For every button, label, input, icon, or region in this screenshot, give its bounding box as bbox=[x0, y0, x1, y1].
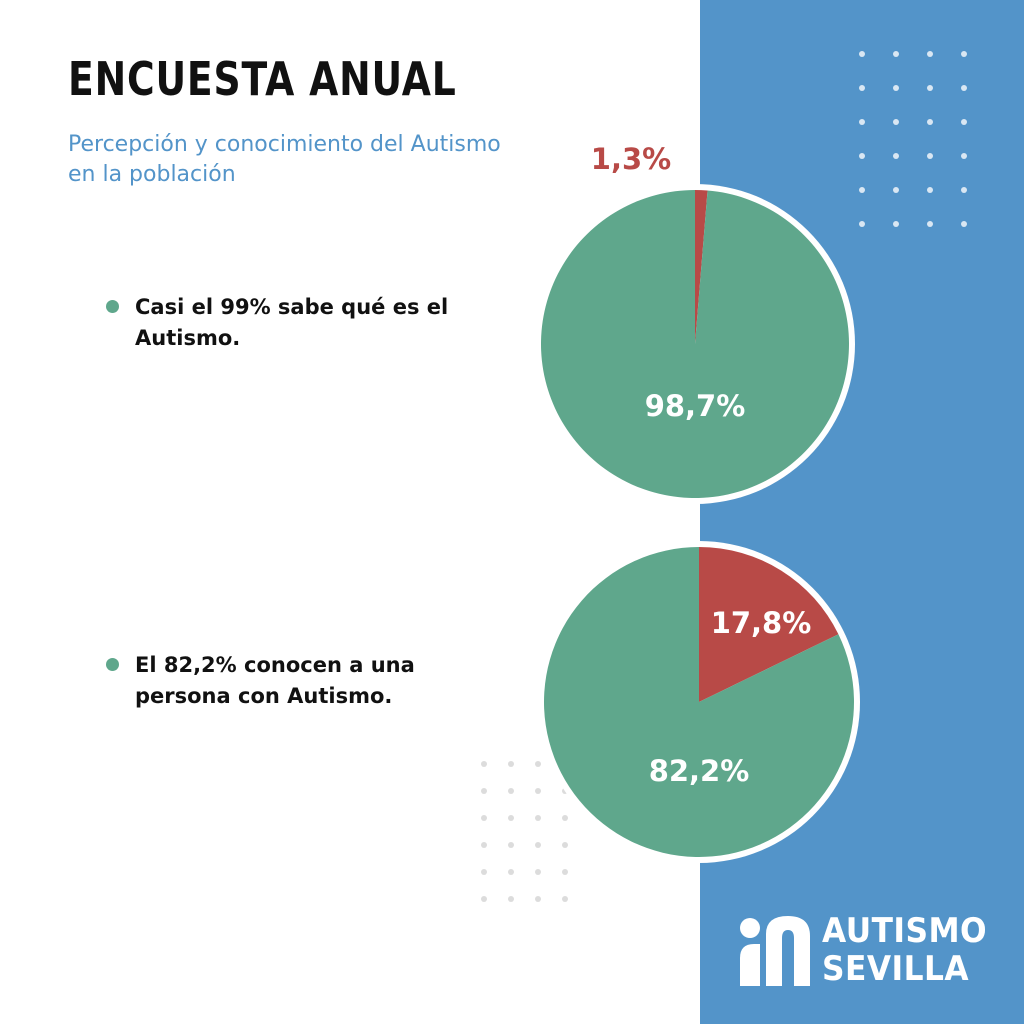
decorative-dot bbox=[859, 85, 865, 91]
decorative-dot bbox=[481, 815, 487, 821]
pie-2-slice-1 bbox=[699, 547, 839, 702]
decorative-dot bbox=[961, 221, 967, 227]
decorative-dot bbox=[859, 119, 865, 125]
pie-chart-1: 1,3% 98,7% bbox=[535, 142, 855, 504]
decorative-dot bbox=[562, 896, 568, 902]
decorative-dot bbox=[893, 153, 899, 159]
logo-text-line1: AUTISMO bbox=[822, 911, 988, 951]
decorative-dot bbox=[535, 896, 541, 902]
decorative-dot bbox=[893, 85, 899, 91]
decorative-dot bbox=[859, 187, 865, 193]
decorative-dot bbox=[562, 842, 568, 848]
bullet-text: El 82,2% conocen a una persona con Autis… bbox=[135, 653, 415, 708]
pie-1-slice-2 bbox=[541, 190, 850, 498]
decorative-dot bbox=[508, 869, 514, 875]
decorative-dot bbox=[893, 119, 899, 125]
bullet-dot-icon bbox=[106, 300, 119, 313]
pie-1-slice-1 bbox=[695, 190, 708, 344]
decorative-dot bbox=[927, 221, 933, 227]
decorative-dot bbox=[859, 153, 865, 159]
page-title: ENCUESTA ANUAL bbox=[68, 52, 457, 106]
pie-2-slice-2 bbox=[544, 547, 854, 857]
autismo-sevilla-logo-icon bbox=[740, 916, 810, 986]
decorative-dot bbox=[961, 153, 967, 159]
logo-text-line2: SEVILLA bbox=[822, 949, 970, 989]
decorative-dot bbox=[535, 842, 541, 848]
decorative-dot bbox=[508, 761, 514, 767]
blue-side-panel bbox=[700, 0, 1024, 1024]
autismo-sevilla-logo: AUTISMO SEVILLA bbox=[736, 912, 996, 992]
decorative-dot bbox=[961, 119, 967, 125]
decorative-dot bbox=[481, 896, 487, 902]
decorative-dot bbox=[859, 221, 865, 227]
pie-2-data-label-2: 82,2% bbox=[649, 754, 750, 788]
decorative-dot bbox=[927, 119, 933, 125]
decorative-dot bbox=[535, 761, 541, 767]
bullet-text: Casi el 99% sabe qué es el Autismo. bbox=[135, 295, 449, 350]
bullet-item-2: El 82,2% conocen a una persona con Autis… bbox=[106, 650, 506, 712]
decorative-dot bbox=[893, 187, 899, 193]
decorative-dot bbox=[961, 51, 967, 57]
decorative-dot bbox=[927, 51, 933, 57]
decorative-dot bbox=[535, 815, 541, 821]
decorative-dot bbox=[508, 788, 514, 794]
pie-1-data-label-1: 1,3% bbox=[591, 142, 671, 176]
decorative-dot bbox=[562, 869, 568, 875]
pie-2-data-label-1: 17,8% bbox=[711, 606, 812, 640]
page-subtitle: Percepción y conocimiento del Autismo en… bbox=[68, 132, 501, 187]
bullet-item-1: Casi el 99% sabe qué es el Autismo. bbox=[106, 292, 506, 354]
pie-1-data-label-2: 98,7% bbox=[645, 389, 746, 423]
decorative-dot bbox=[508, 815, 514, 821]
decorative-dot bbox=[481, 788, 487, 794]
pie-chart-2: 17,8% 82,2% bbox=[538, 541, 860, 863]
decorative-dot bbox=[535, 788, 541, 794]
decorative-dot bbox=[893, 221, 899, 227]
decorative-dot bbox=[859, 51, 865, 57]
decorative-dot bbox=[508, 842, 514, 848]
decorative-dot bbox=[893, 51, 899, 57]
decorative-dot bbox=[481, 842, 487, 848]
bullet-dot-icon bbox=[106, 658, 119, 671]
decorative-dot bbox=[927, 85, 933, 91]
decorative-dot bbox=[508, 896, 514, 902]
decorative-dot bbox=[927, 153, 933, 159]
decorative-dot bbox=[481, 761, 487, 767]
decorative-dot bbox=[562, 815, 568, 821]
decorative-dot bbox=[535, 869, 541, 875]
decorative-dot bbox=[961, 85, 967, 91]
decorative-dot bbox=[961, 187, 967, 193]
decorative-dot bbox=[927, 187, 933, 193]
decorative-dot bbox=[481, 869, 487, 875]
